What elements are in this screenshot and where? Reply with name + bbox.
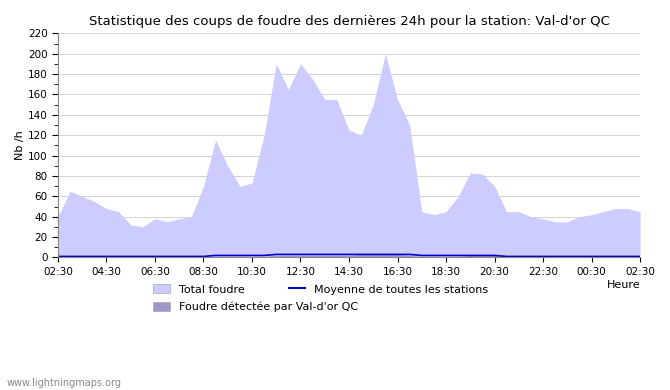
- Title: Statistique des coups de foudre des dernières 24h pour la station: Val-d'or QC: Statistique des coups de foudre des dern…: [88, 15, 610, 28]
- Legend: Foudre détectée par Val-d'or QC: Foudre détectée par Val-d'or QC: [151, 300, 360, 315]
- Y-axis label: Nb /h: Nb /h: [15, 131, 25, 160]
- Text: www.lightningmaps.org: www.lightningmaps.org: [7, 378, 122, 388]
- Text: Heure: Heure: [606, 280, 640, 290]
